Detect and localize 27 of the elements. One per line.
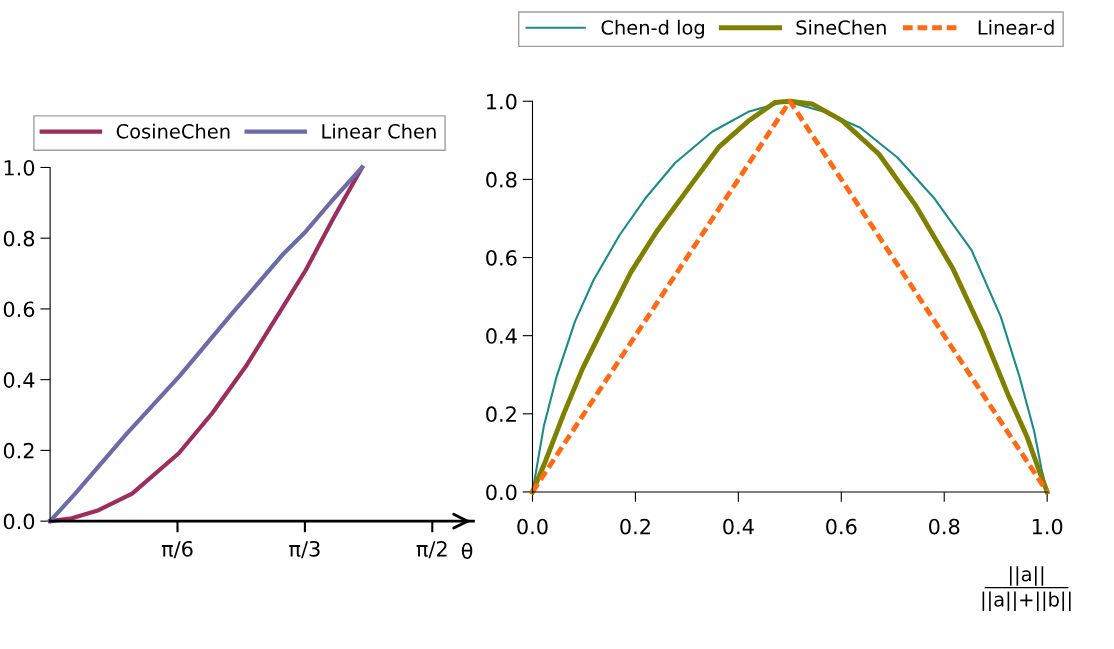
y-tick-label: 0.8 bbox=[486, 171, 517, 188]
y-tick-label: 1.0 bbox=[487, 93, 517, 110]
y-tick-label: 0.0 bbox=[486, 484, 517, 501]
y-tick-label: 0.4 bbox=[3, 372, 35, 388]
x-tick-label: π/3 bbox=[289, 540, 320, 559]
y-tick-label: 0.2 bbox=[3, 442, 34, 459]
y-tick-label: 0.6 bbox=[3, 301, 35, 318]
legend-label: SineChen bbox=[796, 19, 886, 35]
x-tick-label: 0.6 bbox=[826, 518, 857, 535]
x-tick-label: 0.0 bbox=[517, 518, 548, 535]
legend-label: Chen-d log bbox=[601, 19, 704, 39]
legend-label: Linear Chen bbox=[322, 123, 436, 139]
x-tick-label: π/2 bbox=[416, 540, 447, 559]
x-tick-label: 0.8 bbox=[929, 518, 960, 535]
y-tick-label: 1.0 bbox=[4, 159, 35, 176]
y-tick-label: 0.6 bbox=[486, 249, 517, 266]
legend-label: Linear-d bbox=[978, 19, 1054, 35]
y-tick-label: 0.4 bbox=[486, 328, 517, 344]
x-tick-label: 0.4 bbox=[723, 518, 754, 535]
x-axis-title: ||a|| ||a||+||b|| bbox=[982, 566, 1071, 612]
x-tick-label: 1.0 bbox=[1032, 518, 1063, 535]
y-tick-label: 0.8 bbox=[3, 230, 35, 247]
x-tick-label: π/6 bbox=[161, 540, 193, 559]
y-tick-label: 0.2 bbox=[486, 406, 516, 423]
legend-label: CosineChen bbox=[116, 123, 230, 139]
x-tick-label: 0.2 bbox=[620, 518, 650, 535]
x-axis-title: θ bbox=[461, 542, 473, 559]
